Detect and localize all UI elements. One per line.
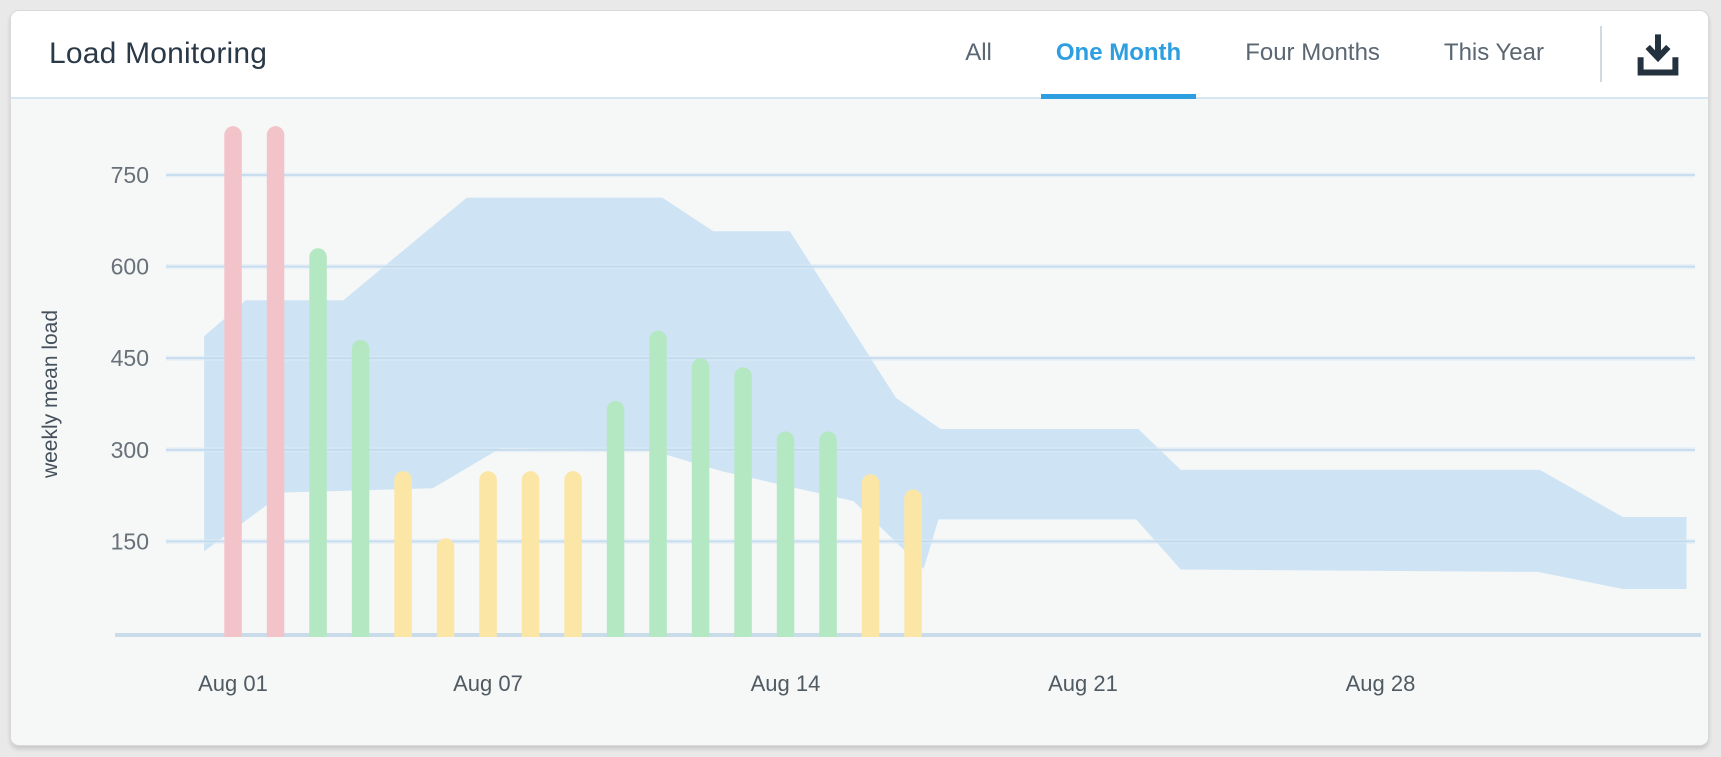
tab-all[interactable]: All (950, 11, 1007, 99)
tab-one-month[interactable]: One Month (1040, 11, 1197, 99)
bar-aug-15[interactable] (819, 431, 837, 637)
bar-aug-14[interactable] (776, 431, 795, 637)
bar-aug-04[interactable] (351, 339, 370, 637)
range-band (204, 197, 1687, 589)
bar-aug-03[interactable] (309, 248, 327, 637)
bar-aug-11[interactable] (649, 330, 667, 637)
x-tick-label: Aug 28 (1346, 671, 1416, 696)
bar-aug-12[interactable] (691, 358, 710, 637)
y-tick-label: 300 (111, 437, 149, 463)
y-tick-label: 450 (111, 345, 149, 371)
chart-area: 150 300 450 600 750 Aug 01 Aug 07 Aug 14 Aug 21 A… (11, 99, 1708, 745)
page-title: Load Monitoring (49, 37, 268, 70)
load-chart: 150 300 450 600 750 Aug 01 Aug 07 Aug 14 Aug 21 A… (39, 126, 1701, 696)
load-monitoring-card: Load Monitoring All One Month Four Months T… (10, 10, 1709, 746)
bar-aug-07[interactable] (479, 471, 497, 637)
y-axis-title: weekly mean load (39, 310, 62, 479)
time-range-tabs: All One Month Four Months This Year (933, 11, 1576, 99)
tab-this-year[interactable]: This Year (1429, 11, 1559, 99)
x-tick-label: Aug 21 (1048, 671, 1118, 696)
bar-aug-05[interactable] (394, 471, 412, 637)
bar-aug-10[interactable] (606, 400, 625, 637)
bar-aug-01[interactable] (224, 126, 242, 638)
bar-aug-09[interactable] (564, 471, 582, 637)
bar-aug-08[interactable] (521, 471, 540, 637)
bar-aug-13[interactable] (734, 367, 752, 637)
y-tick-label: 150 (111, 528, 149, 554)
x-tick-label: Aug 07 (453, 671, 523, 696)
download-icon (1637, 34, 1679, 76)
download-button[interactable] (1630, 26, 1686, 82)
bar-aug-02[interactable] (266, 126, 285, 638)
bar-aug-16[interactable] (861, 474, 880, 637)
x-tick-label: Aug 14 (751, 671, 821, 696)
header-divider (1600, 26, 1602, 82)
y-tick-label: 750 (111, 162, 149, 188)
tab-four-months[interactable]: Four Months (1230, 11, 1395, 99)
x-tick-label: Aug 01 (198, 671, 268, 696)
card-header: Load Monitoring All One Month Four Months T… (11, 11, 1708, 99)
y-tick-label: 600 (111, 254, 149, 280)
bar-aug-06[interactable] (436, 538, 455, 637)
bar-aug-17[interactable] (904, 489, 922, 637)
